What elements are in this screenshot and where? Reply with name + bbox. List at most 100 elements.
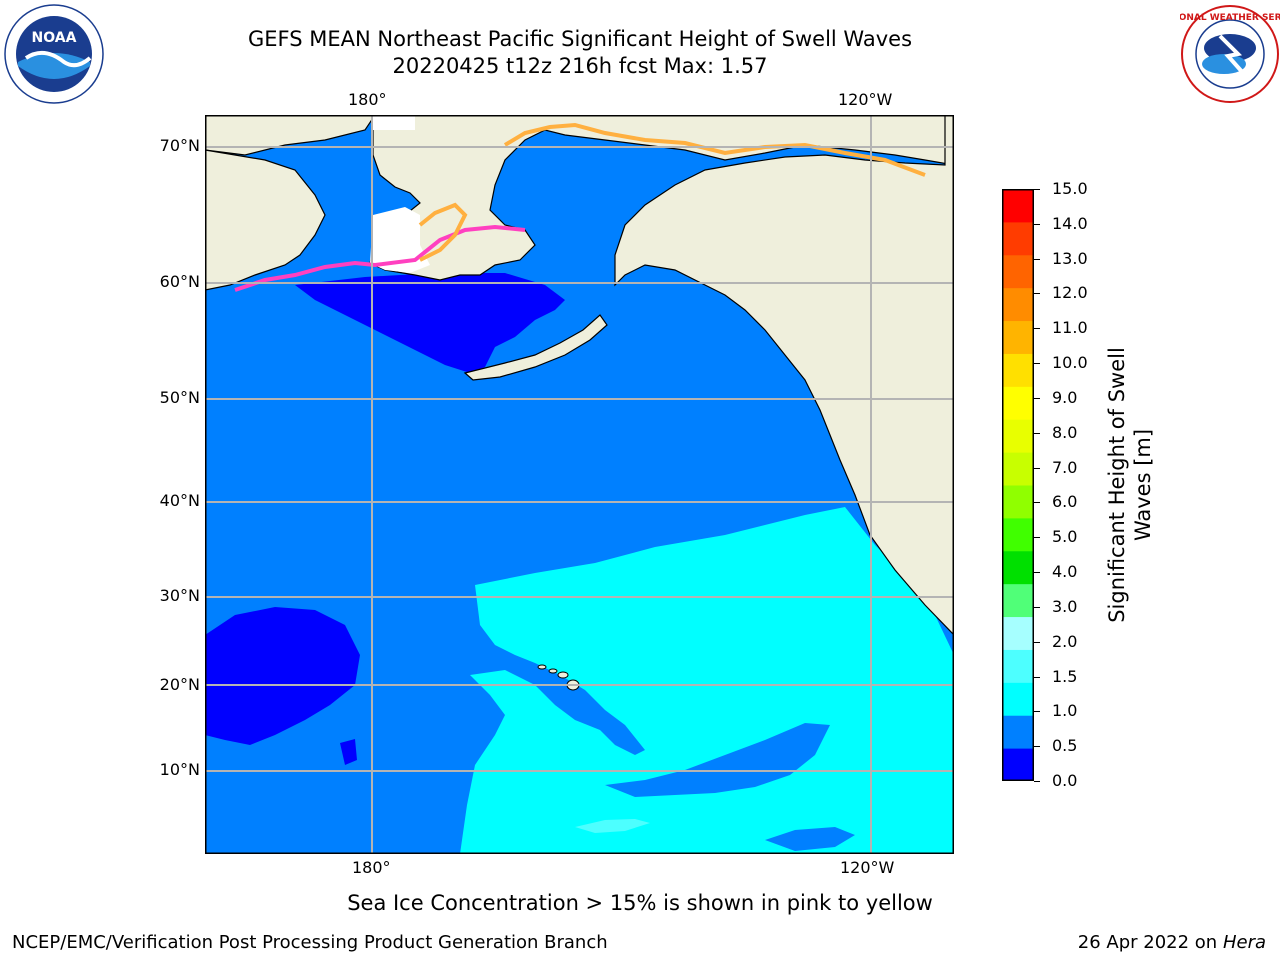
colorbar-segment <box>1002 485 1034 519</box>
colorbar-segment <box>1002 452 1034 486</box>
swell-region-0-0-5-west <box>205 607 360 745</box>
colorbar-tick-mark <box>1034 676 1040 678</box>
swell-height-map <box>205 115 954 854</box>
island-maui <box>557 671 569 679</box>
colorbar-segment <box>1002 682 1034 716</box>
noaa-logo-text: NOAA <box>32 30 77 46</box>
sea-ice-north <box>373 115 415 130</box>
host-name: Hera <box>1222 932 1266 953</box>
colorbar-tick-label: 15.0 <box>1052 179 1088 198</box>
map-frame <box>205 115 954 854</box>
swell-region-tongue <box>605 723 830 797</box>
colorbar-tick-label: 8.0 <box>1052 422 1078 442</box>
chart-title: GEFS MEAN Northeast Pacific Significant … <box>247 27 913 51</box>
colorbar-tick-mark <box>1034 781 1040 782</box>
colorbar-segment <box>1002 353 1034 387</box>
colorbar-tick-label: 14.0 <box>1052 213 1088 233</box>
sea-ice-edge-pink <box>234 224 526 292</box>
colorbar-tick-label: 3.0 <box>1052 596 1078 616</box>
colorbar-segment <box>1002 583 1034 618</box>
colorbar-tick-mark <box>1034 223 1040 225</box>
colorbar-tick-mark <box>1034 606 1040 608</box>
colorbar-tick-label: 11.0 <box>1052 318 1088 338</box>
land-north-america <box>614 115 954 636</box>
colorbar-segment <box>1002 517 1034 552</box>
colorbar-segment <box>1002 715 1034 749</box>
date-stamp: 26 Apr 2022 on Hera <box>1078 932 1266 953</box>
chart-subtitle: 20220425 t12z 216h fcst Max: 1.57 <box>392 54 768 78</box>
colorbar-tick-mark <box>1034 537 1040 539</box>
colorbar-tick-label: 2.0 <box>1052 631 1078 651</box>
colorbar-tick-label: 1.5 <box>1052 666 1078 686</box>
sea-ice-edge-north <box>503 122 926 177</box>
colorbar-tick-label: 7.0 <box>1052 457 1078 477</box>
colorbar-tick-mark <box>1034 363 1040 365</box>
lon-label-bottom-180: 180° <box>352 858 391 877</box>
colorbar-tick-label: 6.0 <box>1052 492 1078 512</box>
colorbar-tick-mark <box>1034 328 1040 330</box>
colorbar-segment <box>1002 287 1034 322</box>
colorbar-segment <box>1002 649 1034 683</box>
sea-ice-edge <box>234 122 926 292</box>
colorbar-segment <box>1002 550 1034 585</box>
swell-region-1-0-1-5 <box>460 507 954 854</box>
date-text: 26 Apr 2022 on <box>1077 932 1218 953</box>
swell-region-patch <box>765 827 855 851</box>
colorbar <box>1002 189 1034 781</box>
sea-ice-area <box>370 207 430 273</box>
lat-label-70n: 70°N <box>159 136 200 155</box>
colorbar-tick-mark <box>1034 641 1040 643</box>
nws-logo: NATIONAL WEATHER SERVICE <box>1155 4 1280 104</box>
colorbar-segment <box>1002 419 1034 453</box>
landmass <box>205 115 954 636</box>
colorbar-tick-label: 4.0 <box>1052 562 1078 582</box>
credit-text: NCEP/EMC/Verification Post Processing Pr… <box>12 932 608 953</box>
lat-label-30n: 30°N <box>159 586 200 605</box>
lon-label-top-180: 180° <box>348 90 387 109</box>
colorbar-tick-mark <box>1034 502 1040 504</box>
colorbar-tick-label: 1.0 <box>1052 701 1078 721</box>
colorbar-tick-mark <box>1034 467 1040 469</box>
sea-ice-edge-orange <box>418 202 468 262</box>
colorbar-tick-label: 5.0 <box>1052 527 1078 547</box>
colorbar-tick-mark <box>1034 746 1040 748</box>
colorbar-tick-label: 12.0 <box>1052 283 1088 303</box>
colorbar-tick-label: 10.0 <box>1052 353 1088 373</box>
colorbar-tick-mark <box>1034 432 1040 434</box>
lat-label-60n: 60°N <box>159 272 200 291</box>
colorbar-segment <box>1002 221 1034 256</box>
colorbar-label-line1: Significant Height of Swell <box>1105 347 1129 623</box>
lon-label-top-120w: 120°W <box>838 90 893 109</box>
lat-label-10n: 10°N <box>159 760 200 779</box>
colorbar-tick-mark <box>1034 397 1040 399</box>
island-kauai <box>537 664 547 670</box>
colorbar-tick-mark <box>1034 189 1040 190</box>
land-siberia <box>205 115 376 156</box>
lat-label-40n: 40°N <box>159 491 200 510</box>
land-chukotka <box>205 149 326 291</box>
colorbar-label: Significant Height of Swell Waves [m] <box>1104 347 1156 623</box>
lat-label-20n: 20°N <box>159 675 200 694</box>
colorbar-segment <box>1002 748 1034 781</box>
colorbar-tick-mark <box>1034 293 1040 295</box>
land-peninsula-aleutian <box>463 314 608 381</box>
colorbar-tick-label: 0.0 <box>1052 771 1078 790</box>
colorbar-tick-mark <box>1034 572 1040 574</box>
swell-region-0-0-5-north <box>295 273 565 373</box>
lon-label-bottom-120w: 120°W <box>840 858 895 877</box>
colorbar-frame <box>1002 189 1034 781</box>
map-grid <box>205 115 954 854</box>
colorbar-tick-label: 0.5 <box>1052 736 1078 756</box>
colorbar-label-line2: Waves [m] <box>1131 428 1155 542</box>
sea-ice-note: Sea Ice Concentration > 15% is shown in … <box>347 891 933 915</box>
colorbar-tick-mark <box>1034 258 1040 260</box>
island-oahu <box>548 668 558 674</box>
swell-region-0-0-5-isle <box>340 739 357 765</box>
colorbar-segment <box>1002 254 1034 289</box>
colorbar-segment <box>1002 189 1034 223</box>
swell-region-1-5-2-0 <box>575 819 650 833</box>
colorbar-segment <box>1002 320 1034 354</box>
nws-logo-text: NATIONAL WEATHER SERVICE <box>1180 13 1280 23</box>
colorbar-tick-label: 13.0 <box>1052 248 1088 268</box>
colorbar-tick-mark <box>1034 711 1040 713</box>
